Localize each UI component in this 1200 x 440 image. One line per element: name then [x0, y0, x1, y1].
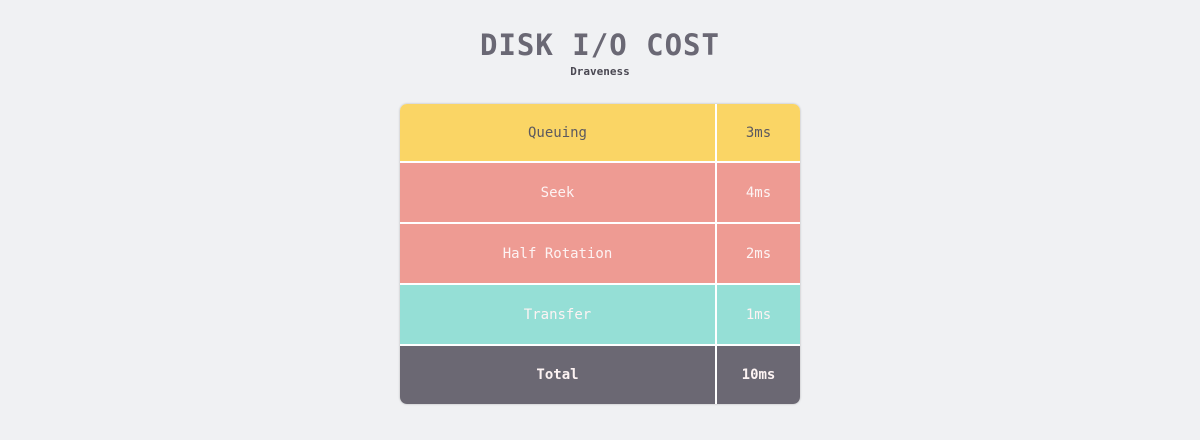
table-row-seek: Seek 4ms	[400, 163, 800, 222]
row-value: 1ms	[717, 285, 800, 344]
diagram-subtitle: Draveness	[570, 65, 630, 78]
table-row-total: Total 10ms	[400, 346, 800, 404]
table-row-transfer: Transfer 1ms	[400, 285, 800, 344]
row-value: 10ms	[717, 346, 800, 404]
row-label: Seek	[400, 163, 715, 222]
diagram-title: DISK I/O COST	[480, 28, 720, 62]
table-row-half-rotation: Half Rotation 2ms	[400, 224, 800, 283]
row-label: Queuing	[400, 104, 715, 161]
row-value: 2ms	[717, 224, 800, 283]
row-label: Transfer	[400, 285, 715, 344]
row-label: Total	[400, 346, 715, 404]
table-row-queuing: Queuing 3ms	[400, 104, 800, 161]
row-value: 4ms	[717, 163, 800, 222]
row-label: Half Rotation	[400, 224, 715, 283]
row-value: 3ms	[717, 104, 800, 161]
cost-table: Queuing 3ms Seek 4ms Half Rotation 2ms T…	[400, 104, 800, 404]
